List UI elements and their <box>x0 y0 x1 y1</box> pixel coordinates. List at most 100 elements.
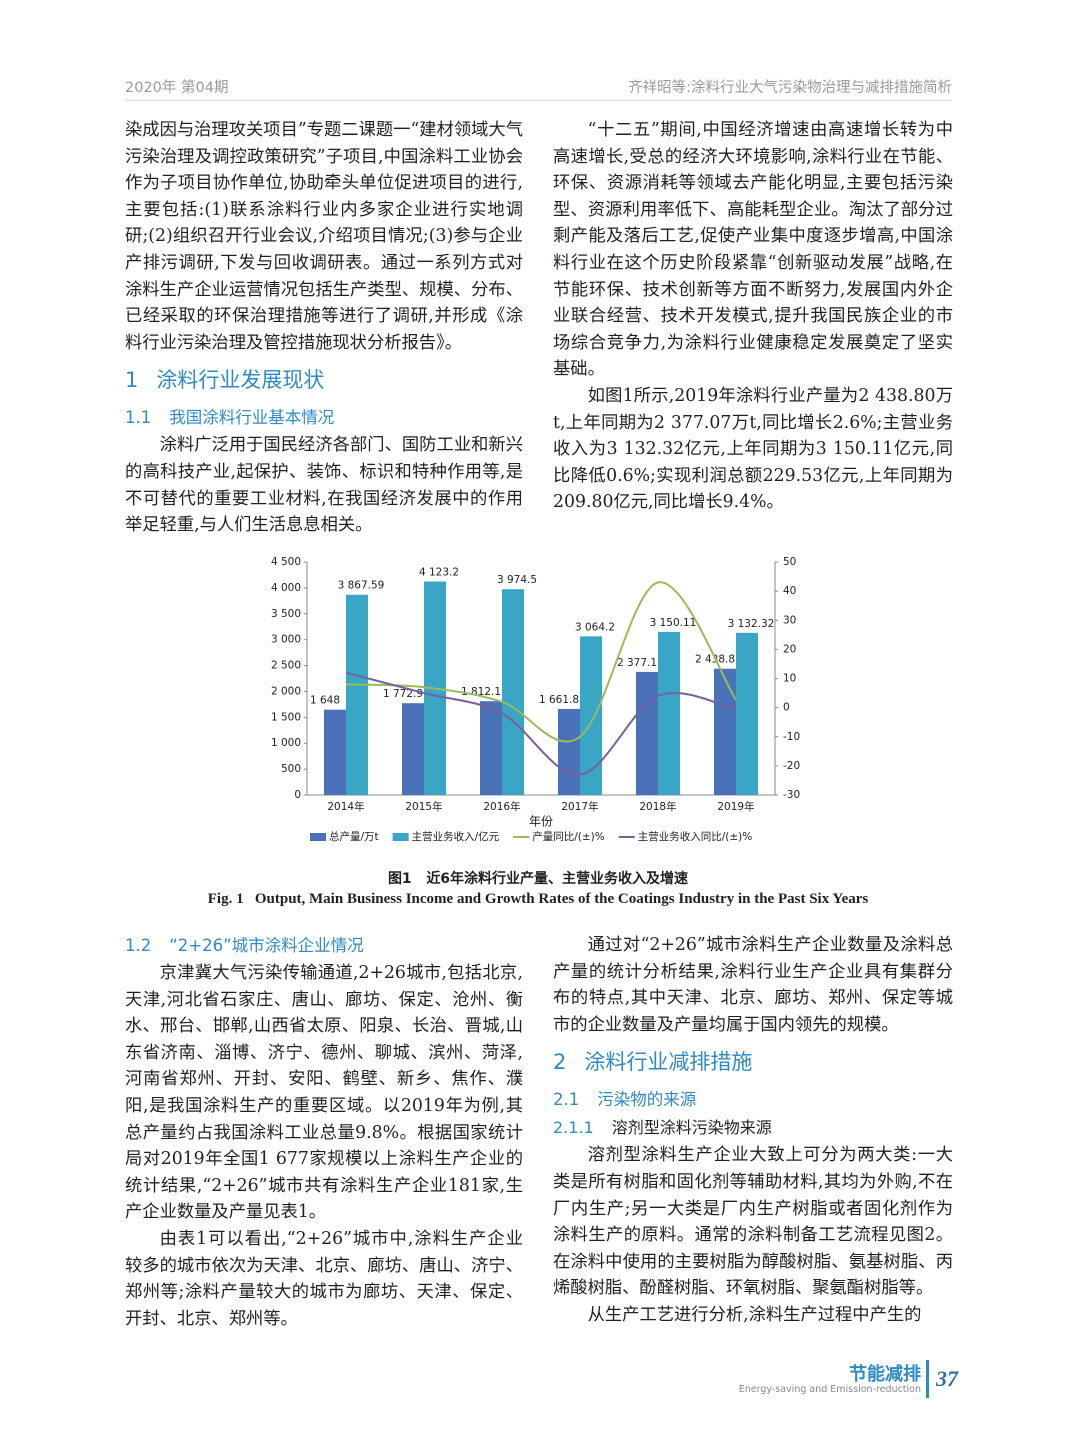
bar <box>402 703 424 795</box>
caption-en: Fig. 1 Output, Main Business Income and … <box>0 891 1076 908</box>
x-tick-label: 2016年 <box>483 800 520 813</box>
bar <box>580 636 602 795</box>
heading-number: 1.2 <box>125 936 152 955</box>
bar <box>714 668 736 795</box>
y-tick-label: 4 500 <box>271 556 301 568</box>
paragraph: “十二五”期间,中国经济增速由高速增长转为中高速增长,受总的经济大环境影响,涂料… <box>553 120 953 380</box>
paragraph: 从生产工艺进行分析,涂料生产过程中产生的 <box>587 1304 922 1325</box>
x-axis-label: 年份 <box>529 815 553 829</box>
caption-text: Output, Main Business Income and Growth … <box>254 891 869 907</box>
heading-number: 2.1 <box>553 1090 580 1110</box>
paragraph: 由表1可以看出,“2+26”城市中,涂料生产企业较多的城市依次为天津、北京、廊坊… <box>125 1228 523 1329</box>
legend-swatch <box>310 833 326 841</box>
value-label: 3 974.5 <box>497 574 537 586</box>
column: 染成因与治理攻关项目”专题二课题一“建材领域大气污染治理及调控政策研究”子项目,… <box>125 117 523 539</box>
bar <box>636 671 658 795</box>
heading-number: 2.1.1 <box>553 1118 594 1138</box>
legend-swatch <box>392 833 409 841</box>
value-label: 3 064.2 <box>575 621 615 633</box>
issue: 2020年 第04期 <box>125 80 229 96</box>
page-number: 37 <box>926 1360 965 1398</box>
header-rule <box>125 100 952 101</box>
y2-tick-label: -30 <box>783 789 800 801</box>
heading-title: “2+26”城市涂料企业情况 <box>169 936 364 955</box>
legend-label: 主营业务收入/亿元 <box>412 830 500 843</box>
value-label: 3 867.59 <box>338 580 385 592</box>
bar <box>502 589 524 795</box>
heading-title: 涂料行业发展现状 <box>156 368 325 393</box>
heading-title: 溶剂型涂料污染物来源 <box>611 1118 772 1138</box>
line <box>345 671 737 776</box>
y2-tick-label: -10 <box>783 731 800 743</box>
heading: 1.2 “2+26”城市涂料企业情况 <box>125 932 523 960</box>
value-label: 4 123.2 <box>419 567 459 579</box>
bar <box>480 701 502 795</box>
value-label: 1 772.9 <box>383 688 423 700</box>
y-tick-label: 1 500 <box>271 711 301 723</box>
column: 通过对“2+26”城市涂料生产企业数量及涂料总产量的统计分析结果,涂料行业生产企… <box>553 932 953 1329</box>
x-tick-label: 2018年 <box>639 800 676 813</box>
paragraph: 京津冀大气污染传输通道,2+26城市,包括北京,天津,河北省石家庄、唐山、廊坊、… <box>125 963 523 1223</box>
bar <box>658 631 680 795</box>
y2-tick-label: 50 <box>783 556 796 568</box>
y-tick-label: 4 000 <box>271 582 301 594</box>
x-tick-label: 2019年 <box>717 800 754 813</box>
y-tick-label: 1 000 <box>271 737 301 749</box>
y2-tick-label: 20 <box>783 643 796 655</box>
y2-tick-label: 30 <box>783 614 796 626</box>
paragraph: 通过对“2+26”城市涂料生产企业数量及涂料总产量的统计分析结果,涂料行业生产企… <box>553 935 953 1035</box>
y-tick-label: 0 <box>294 789 301 801</box>
y2-tick-label: 40 <box>783 585 796 597</box>
paragraph: 溶剂型涂料生产企业大致上可分为两大类:一大类是所有树脂和固化剂等辅助材料,其均为… <box>553 1145 953 1299</box>
paragraph: 染成因与治理攻关项目”专题二课题一“建材领域大气污染治理及调控政策研究”子项目,… <box>125 120 523 353</box>
bar <box>736 632 758 795</box>
heading: 1 涂料行业发展现状 <box>125 360 523 400</box>
bar <box>324 709 346 795</box>
heading: 2 涂料行业减排措施 <box>553 1042 953 1082</box>
x-tick-label: 2017年 <box>561 800 598 813</box>
value-label: 1 661.8 <box>539 694 579 706</box>
journal: 节能减排 <box>849 1364 921 1385</box>
heading-number: 1.1 <box>125 408 152 428</box>
y-tick-label: 3 000 <box>271 634 301 646</box>
caption-zh: 图1 近6年涂料行业产量、主营业务收入及增速 <box>0 868 1076 888</box>
heading: 1.1 我国涂料行业基本情况 <box>125 404 523 432</box>
x-tick-label: 2015年 <box>405 800 442 813</box>
heading-title: 涂料行业减排措施 <box>584 1050 753 1075</box>
value-label: 3 150.11 <box>650 617 697 629</box>
value-label: 2 377.1 <box>617 657 657 669</box>
heading-number: 2 <box>553 1050 567 1075</box>
value-label: 1 648 <box>310 695 340 707</box>
journal-en: Energy-saving and Emission-reduction <box>738 1384 921 1395</box>
paragraph: 涂料广泛用于国民经济各部门、国防工业和新兴的高科技产业,起保护、装饰、标识和特种… <box>125 435 523 536</box>
caption-label: Fig. 1 <box>207 891 244 907</box>
paragraph: 如图1所示,2019年涂料行业产量为2 438.80万t,上年同期为2 377.… <box>553 385 953 513</box>
bar <box>558 708 580 795</box>
y-tick-label: 2 000 <box>271 685 301 697</box>
y2-tick-label: 10 <box>783 673 796 685</box>
caption-text: 近6年涂料行业产量、主营业务收入及增速 <box>426 871 689 887</box>
line <box>345 581 737 743</box>
running-title: 齐祥昭等:涂料行业大气污染物治理与减排措施简析 <box>628 80 952 96</box>
legend-label: 总产量/万t <box>329 830 379 843</box>
heading-title: 我国涂料行业基本情况 <box>169 408 335 428</box>
value-label: 3 132.32 <box>728 618 775 630</box>
y-tick-label: 3 500 <box>271 608 301 620</box>
x-tick-label: 2014年 <box>327 800 364 813</box>
y-tick-label: 2 500 <box>271 660 301 672</box>
legend-label: 主营业务收入同比/(±)% <box>638 830 753 843</box>
y2-tick-label: -20 <box>783 760 800 772</box>
bar <box>346 594 368 795</box>
caption-label: 图1 <box>387 871 412 887</box>
heading-title: 污染物的来源 <box>597 1090 697 1110</box>
column: 1.2 “2+26”城市涂料企业情况京津冀大气污染传输通道,2+26城市,包括北京… <box>125 932 523 1332</box>
heading: 2.1.1 溶剂型涂料污染物来源 <box>553 1114 953 1142</box>
heading: 2.1 污染物的来源 <box>553 1086 953 1114</box>
y-tick-label: 500 <box>281 763 301 775</box>
legend-label: 产量同比/(±)% <box>532 830 605 843</box>
column: “十二五”期间,中国经济增速由高速增长转为中高速增长,受总的经济大环境影响,涂料… <box>553 117 953 516</box>
y2-tick-label: 0 <box>783 702 790 714</box>
heading-number: 1 <box>125 368 139 393</box>
